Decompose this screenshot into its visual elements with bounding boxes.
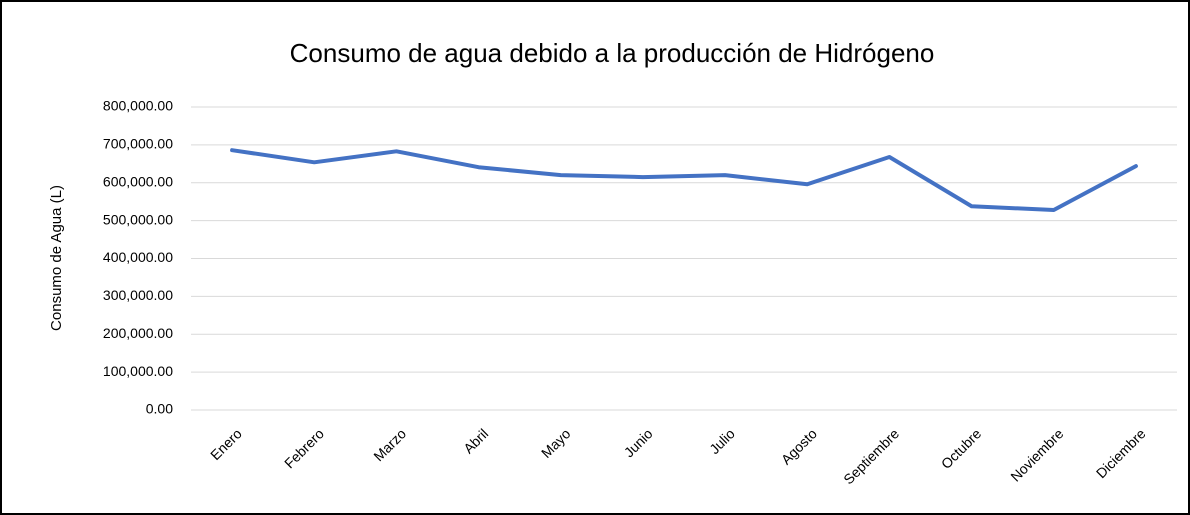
y-tick-label: 0.00 (146, 401, 173, 417)
y-tick-label: 700,000.00 (103, 136, 173, 152)
line-series (230, 148, 1138, 213)
chart-title: Consumo de agua debido a la producción d… (290, 38, 935, 68)
y-tick-label: 300,000.00 (103, 287, 173, 303)
y-tick-label: 800,000.00 (103, 98, 173, 114)
y-tick-label: 600,000.00 (103, 173, 173, 189)
y-tick-label: 200,000.00 (103, 325, 173, 341)
y-axis-label: Consumo de Agua (L) (48, 185, 65, 331)
y-tick-label: 100,000.00 (103, 363, 173, 379)
y-tick-label: 500,000.00 (103, 211, 173, 227)
y-tick-label: 400,000.00 (103, 249, 173, 265)
